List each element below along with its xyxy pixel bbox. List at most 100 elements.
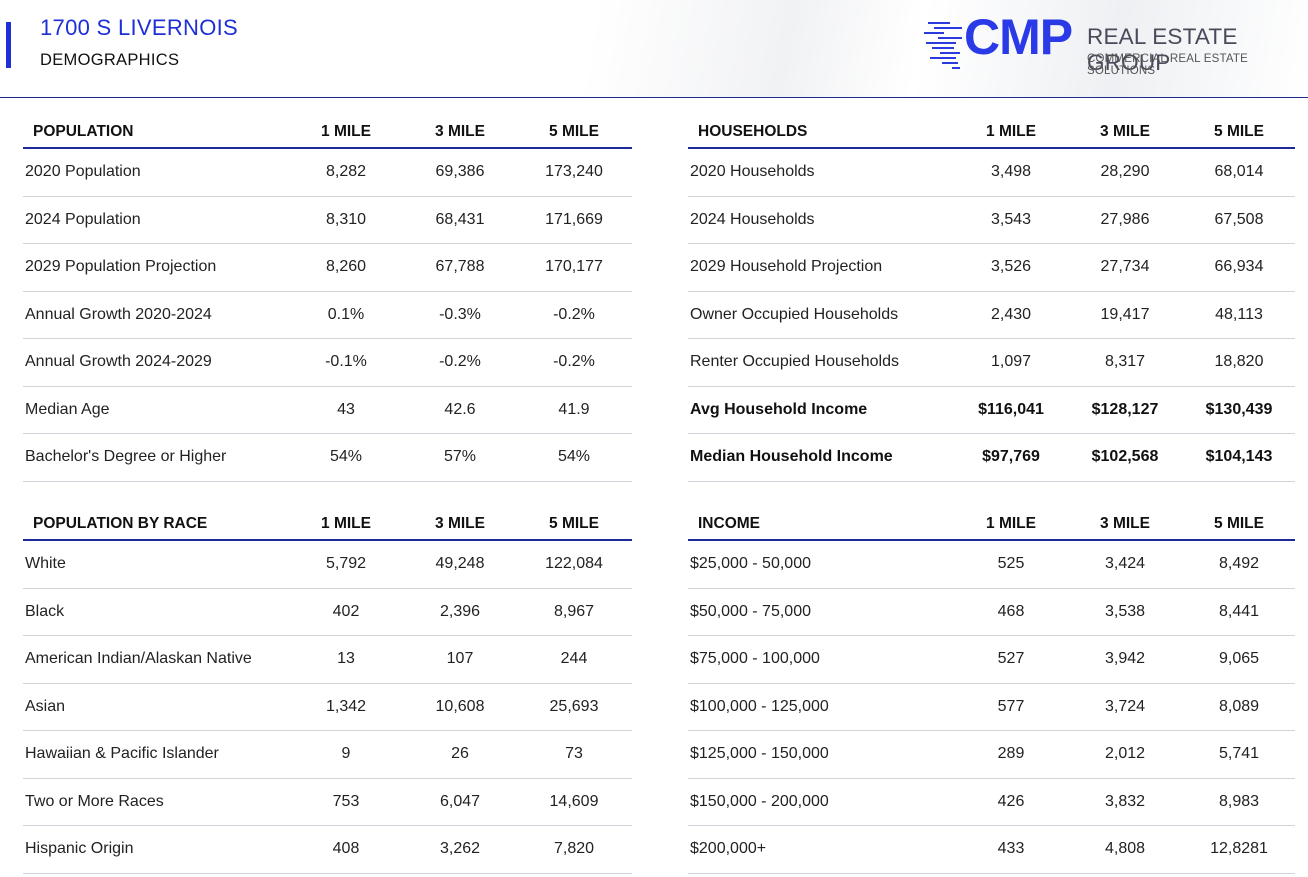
value-3-mile: 49,248: [435, 555, 485, 573]
header-5-mile: 5 MILE: [1214, 123, 1264, 140]
table-row-median-income: Median Household Income $97,769 $102,568 $1…: [688, 434, 1295, 482]
logo-tagline: COMMERCIAL REAL ESTATE SOLUTIONS: [1087, 53, 1248, 77]
row-label: American Indian/Alaskan Native: [25, 650, 252, 668]
value-5-mile: 12,8281: [1210, 840, 1268, 858]
value-1-mile: 289: [997, 745, 1025, 763]
page-subtitle: DEMOGRAPHICS: [40, 51, 180, 69]
value-5-mile: 8,967: [553, 602, 595, 620]
header-label: POPULATION: [33, 123, 134, 140]
value-1-mile: 5,792: [325, 555, 367, 573]
table-row: 2024 Population 8,310 68,431 171,669: [23, 197, 632, 244]
table-row: Annual Growth 2020-2024 0.1% -0.3% -0.2%: [23, 292, 632, 339]
header-label: HOUSEHOLDS: [698, 123, 808, 140]
value-3-mile: 28,290: [1100, 163, 1150, 181]
table-header: INCOME 1 MILE 3 MILE 5 MILE: [688, 509, 1295, 541]
header-3-mile: 3 MILE: [435, 123, 485, 140]
value-5-mile: 54%: [557, 448, 591, 466]
value-1-mile: 577: [997, 697, 1025, 715]
value-5-mile: 14,609: [549, 792, 599, 810]
value-5-mile: -0.2%: [553, 353, 595, 371]
table-row: 2020 Households 3,498 28,290 68,014: [688, 149, 1295, 197]
logo-cmp-text: CMP: [964, 9, 1073, 65]
table-row: Bachelor's Degree or Higher 54% 57% 54%: [23, 434, 632, 482]
row-label: $75,000 - 100,000: [690, 650, 820, 668]
value-5-mile: 8,441: [1218, 602, 1260, 620]
value-1-mile: 43: [337, 400, 355, 418]
value-1-mile: 402: [332, 602, 360, 620]
table-row: White 5,792 49,248 122,084: [23, 541, 632, 589]
row-label: 2029 Population Projection: [25, 258, 217, 276]
row-label: $200,000+: [690, 840, 767, 858]
value-3-mile: -0.2%: [439, 353, 481, 371]
value-3-mile: 3,262: [439, 840, 481, 858]
row-label: Avg Household Income: [690, 400, 868, 418]
value-5-mile: 41.9: [558, 400, 590, 418]
table-row: Two or More Races 753 6,047 14,609: [23, 779, 632, 826]
value-1-mile: 9: [341, 745, 351, 763]
population-table: POPULATION 1 MILE 3 MILE 5 MILE 2020 Pop…: [23, 117, 632, 482]
value-1-mile: 0.1%: [327, 305, 365, 323]
value-1-mile: -0.1%: [325, 353, 367, 371]
value-1-mile: 1,097: [990, 353, 1032, 371]
value-3-mile: 19,417: [1100, 305, 1150, 323]
table-header: POPULATION 1 MILE 3 MILE 5 MILE: [23, 117, 632, 149]
accent-bar: [6, 22, 11, 68]
value-5-mile: 73: [565, 745, 583, 763]
row-label: Renter Occupied Households: [690, 353, 900, 371]
row-label: $25,000 - 50,000: [690, 555, 811, 573]
value-5-mile: 8,492: [1218, 555, 1260, 573]
table-row: $150,000 - 200,000 426 3,832 8,983: [688, 779, 1295, 826]
income-table: INCOME 1 MILE 3 MILE 5 MILE $25,000 - 50…: [688, 509, 1295, 874]
table-row: Owner Occupied Households 2,430 19,417 48,1…: [688, 292, 1295, 339]
row-label: $150,000 - 200,000: [690, 792, 829, 810]
row-label: 2024 Population: [25, 210, 141, 228]
value-3-mile: 3,942: [1104, 650, 1146, 668]
value-1-mile: $116,041: [978, 400, 1044, 418]
row-label: Median Age: [25, 400, 110, 418]
value-5-mile: -0.2%: [553, 305, 595, 323]
value-5-mile: 5,741: [1218, 745, 1260, 763]
header-3-mile: 3 MILE: [1100, 123, 1150, 140]
value-1-mile: $97,769: [982, 448, 1040, 466]
table-row: Renter Occupied Households 1,097 8,317 18,8…: [688, 339, 1295, 387]
table-row: $50,000 - 75,000 468 3,538 8,441: [688, 589, 1295, 636]
row-label: Black: [25, 602, 65, 620]
header-1-mile: 1 MILE: [986, 123, 1036, 140]
value-1-mile: 1,342: [325, 697, 367, 715]
header-label: POPULATION BY RACE: [33, 515, 208, 532]
value-3-mile: $128,127: [1091, 400, 1159, 418]
table-header: HOUSEHOLDS 1 MILE 3 MILE 5 MILE: [688, 117, 1295, 149]
value-1-mile: 54%: [329, 448, 363, 466]
value-3-mile: 26: [451, 745, 469, 763]
table-row: $200,000+ 433 4,808 12,8281: [688, 826, 1295, 874]
value-5-mile: 18,820: [1214, 353, 1264, 371]
value-1-mile: 2,430: [990, 305, 1032, 323]
value-3-mile: 107: [446, 650, 474, 668]
header-5-mile: 5 MILE: [549, 515, 599, 532]
value-3-mile: 67,788: [435, 258, 485, 276]
header-1-mile: 1 MILE: [321, 515, 371, 532]
value-1-mile: 426: [997, 792, 1025, 810]
row-label: $125,000 - 150,000: [690, 745, 829, 763]
cmp-logo: CMP REAL ESTATE GROUP COMMERCIAL REAL ES…: [922, 12, 1308, 77]
value-3-mile: -0.3%: [439, 305, 481, 323]
header-label: INCOME: [698, 515, 760, 532]
value-3-mile: 57%: [443, 448, 477, 466]
row-label: Owner Occupied Households: [690, 305, 899, 323]
value-1-mile: 433: [997, 840, 1025, 858]
row-label: 2020 Population: [25, 163, 141, 181]
row-label: Annual Growth 2020-2024: [25, 305, 212, 323]
value-5-mile: 67,508: [1214, 210, 1264, 228]
table-row: $125,000 - 150,000 289 2,012 5,741: [688, 731, 1295, 779]
page-title: 1700 S LIVERNOIS: [40, 15, 239, 40]
value-1-mile: 8,260: [325, 258, 367, 276]
header-5-mile: 5 MILE: [549, 123, 599, 140]
table-header: POPULATION BY RACE 1 MILE 3 MILE 5 MILE: [23, 509, 632, 541]
value-3-mile: 2,396: [439, 602, 481, 620]
value-1-mile: 3,543: [990, 210, 1032, 228]
value-5-mile: $130,439: [1205, 400, 1273, 418]
row-label: Two or More Races: [25, 792, 164, 810]
row-label: Asian: [25, 697, 66, 715]
value-5-mile: 66,934: [1214, 258, 1264, 276]
value-1-mile: 525: [997, 555, 1025, 573]
